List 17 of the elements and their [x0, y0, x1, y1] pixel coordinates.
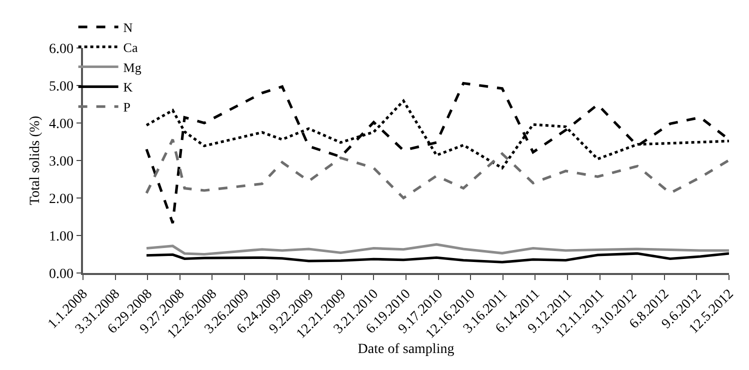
legend-label: Mg	[123, 60, 142, 75]
legend-label: N	[123, 20, 134, 36]
y-tick-label: 2.00	[48, 192, 74, 207]
line-series	[145, 252, 729, 264]
y-tick-label: 0.00	[48, 266, 74, 282]
line-series	[145, 138, 729, 200]
legend-label: Ca	[123, 40, 138, 55]
y-tick-label: 5.00	[48, 79, 74, 94]
y-tick-label: 1.00	[48, 229, 74, 244]
legend-label: P	[123, 100, 131, 115]
y-tick-label: 6.00	[48, 42, 74, 57]
y-tick-label: 3.00	[48, 154, 74, 170]
x-axis-title: Date of sampling	[358, 342, 454, 357]
legend-label: K	[123, 80, 134, 95]
y-axis-title: Total solids (%)	[28, 116, 44, 206]
y-tick-label: 4.00	[48, 116, 74, 132]
line-series	[145, 243, 729, 256]
